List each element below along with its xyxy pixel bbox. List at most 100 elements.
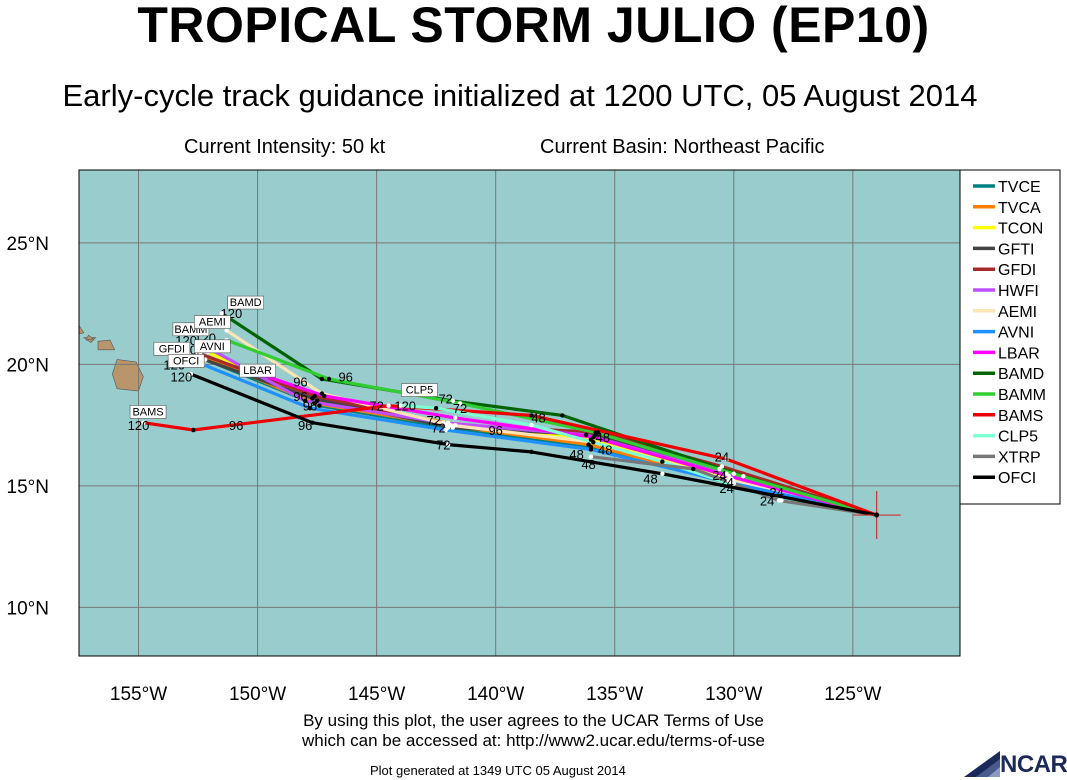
x-tick-label: 130°W: [705, 684, 762, 705]
track-point: [224, 328, 229, 333]
track-point: [591, 435, 596, 440]
forecast-hour-label: 24: [715, 450, 729, 465]
model-tag-box: [194, 315, 231, 329]
track-point: [219, 311, 225, 316]
model-tag-gfdi: GFDI: [159, 343, 185, 355]
x-tick-label: 125°W: [824, 684, 881, 705]
legend-item-xtrp: XTRP: [998, 449, 1041, 466]
ncar-logo-text: NCAR: [1000, 751, 1067, 778]
page-title: TROPICAL STORM JULIO (EP10): [137, 0, 930, 53]
track-point: [593, 430, 598, 435]
track-bams: [143, 404, 878, 517]
forecast-hour-label: 48: [569, 447, 583, 462]
track-point: [529, 422, 534, 428]
track-point: [724, 456, 729, 462]
ncar-logo-mark: [964, 751, 1000, 777]
track-point: [307, 405, 313, 411]
track-point: [560, 413, 565, 418]
model-tag-avni: AVNI: [200, 341, 225, 353]
track-point: [433, 405, 439, 411]
track-lbar: [245, 367, 878, 517]
terms-line-2: which can be accessed at: http://www2.uc…: [301, 731, 765, 750]
model-tag-lbar: LBAR: [243, 365, 272, 377]
track-point: [322, 393, 327, 399]
track-point: [188, 371, 194, 377]
terms-line-1: By using this plot, the user agrees to t…: [303, 711, 764, 730]
track-ofci: [190, 372, 878, 517]
model-tag-box: [194, 339, 231, 354]
forecast-hour-label: 96: [293, 374, 307, 389]
forecast-hour-label: 48: [581, 457, 595, 472]
legend-item-tvca: TVCA: [998, 200, 1041, 217]
track-point: [326, 376, 332, 382]
y-tick-label: 10°N: [7, 598, 49, 619]
track-bamm: [226, 338, 878, 517]
model-tag-box: [401, 383, 438, 397]
legend-item-gfti: GFTI: [998, 241, 1034, 258]
y-tick-label: 20°N: [7, 355, 49, 376]
model-tag-box: [167, 354, 205, 368]
forecast-hour-label: 96: [229, 418, 243, 433]
track-point: [591, 439, 596, 445]
track-point: [314, 398, 320, 404]
forecast-hour-label: 24: [719, 481, 733, 496]
model-tag-bamd: BAMD: [230, 297, 262, 309]
legend-item-bamd: BAMD: [998, 366, 1044, 383]
generated-timestamp: Plot generated at 1349 UTC 05 August 201…: [370, 763, 626, 778]
x-tick-label: 135°W: [586, 684, 643, 705]
track-point: [741, 473, 746, 479]
track-point: [312, 393, 317, 399]
model-tag-ofci: OFCI: [173, 355, 199, 367]
track-point: [719, 464, 725, 469]
forecast-hour-label: 96: [338, 369, 352, 384]
ncar-logo: NCAR: [962, 749, 1067, 779]
track-point: [457, 401, 463, 406]
forecast-hour-label: 24: [760, 493, 774, 508]
forecast-hour-label: 72: [438, 391, 452, 406]
island-1: [97, 339, 116, 351]
model-tag-aemi: AEMI: [199, 317, 226, 329]
x-tick-label: 145°W: [348, 684, 405, 705]
legend-item-gfdi: GFDI: [998, 262, 1036, 279]
legend-item-clp5: CLP5: [998, 429, 1038, 446]
track-point: [191, 427, 196, 433]
forecast-hour-label: 96: [293, 389, 307, 404]
forecast-hour-label: 24: [712, 468, 726, 483]
track-point: [445, 442, 451, 447]
x-tick-label: 140°W: [467, 684, 524, 705]
track-point: [731, 471, 736, 476]
track-xtrp: [590, 455, 877, 517]
track-point: [726, 473, 732, 479]
forecast-hour-label: 120: [394, 399, 416, 414]
forecast-hour-label: 24: [719, 475, 733, 490]
model-tag-box: [239, 363, 276, 378]
forecast-hour-label: 48: [598, 442, 612, 457]
legend-item-avni: AVNI: [998, 325, 1034, 342]
model-tag-box: [129, 405, 167, 419]
track-point: [303, 398, 308, 404]
x-tick-label: 150°W: [229, 684, 286, 705]
track-point: [660, 471, 665, 476]
legend-item-hwfi: HWFI: [998, 283, 1039, 300]
track-point: [583, 432, 589, 438]
forecast-hour-label: 72: [431, 420, 445, 435]
forecast-hour-label: 72: [369, 399, 383, 414]
track-avni: [202, 362, 878, 517]
forecast-hour-label: 72: [436, 437, 450, 452]
track-point: [453, 415, 458, 421]
legend-item-ofci: OFCI: [998, 470, 1036, 487]
forecast-hour-label: 96: [488, 423, 502, 438]
x-tick-label: 155°W: [110, 684, 167, 705]
current-intensity: Current Intensity: 50 kt: [184, 136, 386, 158]
forecast-hour-label: 48: [531, 411, 545, 426]
forecast-hour-label: 96: [303, 399, 317, 414]
forecast-hour-label: 48: [643, 471, 657, 486]
track-point: [310, 420, 315, 425]
legend-item-bams: BAMS: [998, 408, 1043, 425]
forecast-hour-label: 72: [453, 401, 467, 416]
y-tick-label: 25°N: [7, 234, 49, 255]
track-point: [453, 422, 458, 428]
map-area: 155°W 150°W 145°W 140°W 135°W 130°W 125°W 10°N 1…: [7, 169, 961, 705]
legend: TVCE TVCA TCON GFTI GFDI HWFI AEMI AVNI LBAR BAMD…: [959, 169, 1061, 505]
